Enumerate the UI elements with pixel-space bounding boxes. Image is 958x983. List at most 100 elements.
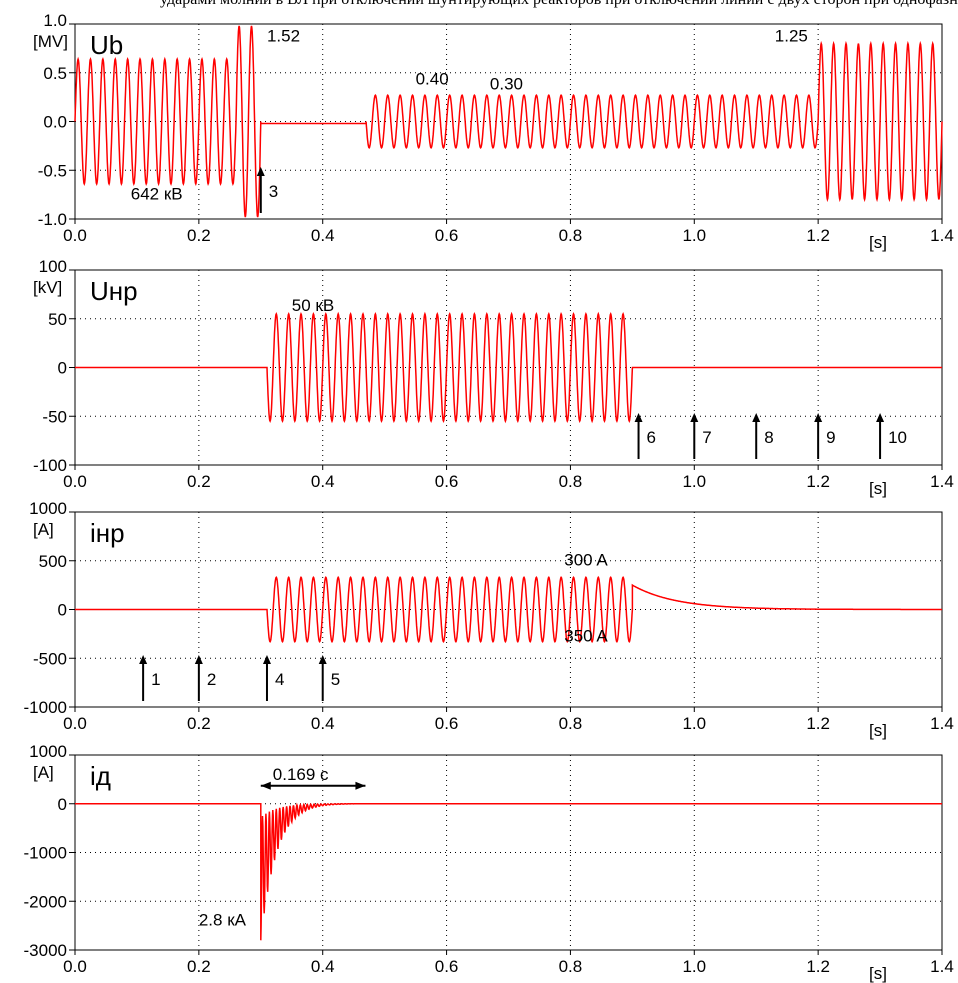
panel-1-xtick-label: 0.6 (435, 226, 459, 245)
panel-4-xtick-label: 1.2 (806, 957, 830, 976)
panel-4-ytick-label: -1000 (24, 844, 67, 863)
panel-1-ytick-label: 0.5 (43, 64, 67, 83)
panel-1-xtick-label: 0.8 (559, 226, 583, 245)
panel-3-annotation: 350 A (564, 627, 608, 646)
panel-1-unit: [MV] (33, 32, 68, 51)
panel-1-xtick-label: 0.2 (187, 226, 211, 245)
panel-3-ytick-label: 0 (58, 601, 67, 620)
panel-1-title: Ub (90, 30, 123, 60)
panel-2-ytick-label: -100 (33, 456, 67, 475)
panel-2-title: Uнр (90, 276, 138, 306)
panel-4-annotation: 2.8 кА (199, 911, 247, 930)
panel-3-xlabel: [s] (869, 721, 887, 740)
panel-1-xtick-label: 1.0 (682, 226, 706, 245)
panel-2-xtick-label: 0.8 (559, 472, 583, 491)
panel-4-span-label: 0.169 с (273, 765, 329, 784)
panel-2-ytick-label: 100 (39, 257, 67, 276)
panel-3-event-arrow-head (194, 655, 203, 664)
panel-1-annotation: 1.25 (775, 27, 808, 46)
panel-4-title: iд (90, 761, 111, 791)
panel-3-ytick-label: 500 (39, 552, 67, 571)
panel-2-ytick-label: 50 (48, 310, 67, 329)
panel-4-xtick-label: 0.2 (187, 957, 211, 976)
panel-2-unit: [kV] (33, 278, 62, 297)
panel-3-ytick-label: 1000 (29, 499, 67, 518)
panel-2-xtick-label: 0.4 (311, 472, 335, 491)
panel-2-xtick-label: 1.2 (806, 472, 830, 491)
panel-2-event-arrow-head (752, 413, 761, 422)
panel-4-xlabel: [s] (869, 964, 887, 983)
panel-1-xlabel: [s] (869, 233, 887, 252)
panel-4-ytick-label: -3000 (24, 941, 67, 960)
panel-3-xtick-label: 0.4 (311, 714, 335, 733)
panel-3-ytick-label: -1000 (24, 698, 67, 717)
panel-3-event-label: 5 (331, 670, 340, 689)
panel-1-ytick-label: 0.0 (43, 113, 67, 132)
panel-3-event-label: 2 (207, 670, 216, 689)
panel-3-xtick-label: 1.2 (806, 714, 830, 733)
panel-2-event-label: 10 (888, 428, 907, 447)
panel-4-series-line (75, 802, 942, 941)
panel-1-annotation: 1.52 (267, 27, 300, 46)
panel-2-event-arrow-head (690, 413, 699, 422)
panel-1-xtick-label: 1.4 (930, 226, 954, 245)
panel-4-xtick-label: 0.8 (559, 957, 583, 976)
panel-3-event-arrow-head (139, 655, 148, 664)
panel-3-xtick-label: 0.2 (187, 714, 211, 733)
panel-1-annotation: 0.30 (490, 74, 523, 93)
panel-1-event-label: 3 (269, 182, 278, 201)
panel-2-event-arrow-head (634, 413, 643, 422)
panel-1-ytick-label: 1.0 (43, 11, 67, 30)
panel-4-span-head-right (355, 781, 366, 790)
panel-2-ytick-label: 0 (58, 359, 67, 378)
panel-3-series-line (75, 575, 942, 644)
panel-2-ytick-label: -50 (42, 407, 67, 426)
panel-4-xtick-label: 1.0 (682, 957, 706, 976)
panel-2-event-label: 6 (647, 428, 656, 447)
panel-3-ytick-label: -500 (33, 649, 67, 668)
panel-2-event-label: 9 (826, 428, 835, 447)
panel-3-xtick-label: 1.0 (682, 714, 706, 733)
panel-4-xtick-label: 1.4 (930, 957, 954, 976)
panel-4-ytick-label: -2000 (24, 892, 67, 911)
panel-4-span-head-left (260, 781, 271, 790)
panel-2-xtick-label: 1.0 (682, 472, 706, 491)
panel-2-series-line (75, 311, 942, 424)
panel-2-xtick-label: 0.0 (63, 472, 87, 491)
panel-3-xtick-label: 0.6 (435, 714, 459, 733)
panel-3-event-label: 1 (151, 670, 160, 689)
panel-4-xtick-label: 0.4 (311, 957, 335, 976)
panel-3-title: iнр (90, 518, 125, 548)
panel-1-annotation: 0.40 (416, 69, 449, 88)
panel-3-annotation: 300 A (564, 551, 608, 570)
panel-4-xtick-label: 0.0 (63, 957, 87, 976)
panel-2-annotation: 50 кВ (292, 296, 334, 315)
panel-1-series-line (74, 25, 943, 218)
panel-4-xtick-label: 0.6 (435, 957, 459, 976)
panel-2-xtick-label: 1.4 (930, 472, 954, 491)
panel-4-unit: [A] (33, 763, 54, 782)
panel-3-xtick-label: 0.0 (63, 714, 87, 733)
panel-2-xtick-label: 0.6 (435, 472, 459, 491)
panel-1-xtick-label: 0.4 (311, 226, 335, 245)
panel-2-event-arrow-head (814, 413, 823, 422)
panel-4-ytick-label: 1000 (29, 742, 67, 761)
panel-3-unit: [A] (33, 520, 54, 539)
panel-4-ytick-label: 0 (58, 795, 67, 814)
panel-2-xtick-label: 0.2 (187, 472, 211, 491)
panel-3-xtick-label: 0.8 (559, 714, 583, 733)
panel-1-xtick-label: 0.0 (63, 226, 87, 245)
panel-1-ytick-label: -0.5 (38, 161, 67, 180)
panel-1-annotation: 642 кВ (131, 185, 183, 204)
panel-3-event-label: 4 (275, 670, 284, 689)
panel-1-event-arrow-head (256, 167, 265, 176)
panel-3-xtick-label: 1.4 (930, 714, 954, 733)
panel-1-xtick-label: 1.2 (806, 226, 830, 245)
panel-2-event-arrow-head (876, 413, 885, 422)
panel-1-ytick-label: -1.0 (38, 210, 67, 229)
panel-2-event-label: 7 (702, 428, 711, 447)
panel-3-event-arrow-head (318, 655, 327, 664)
panel-2-event-label: 8 (764, 428, 773, 447)
panel-3-event-arrow-head (262, 655, 271, 664)
figure-caption: ударами молнии в ВЛ при отключении шунти… (160, 0, 958, 9)
